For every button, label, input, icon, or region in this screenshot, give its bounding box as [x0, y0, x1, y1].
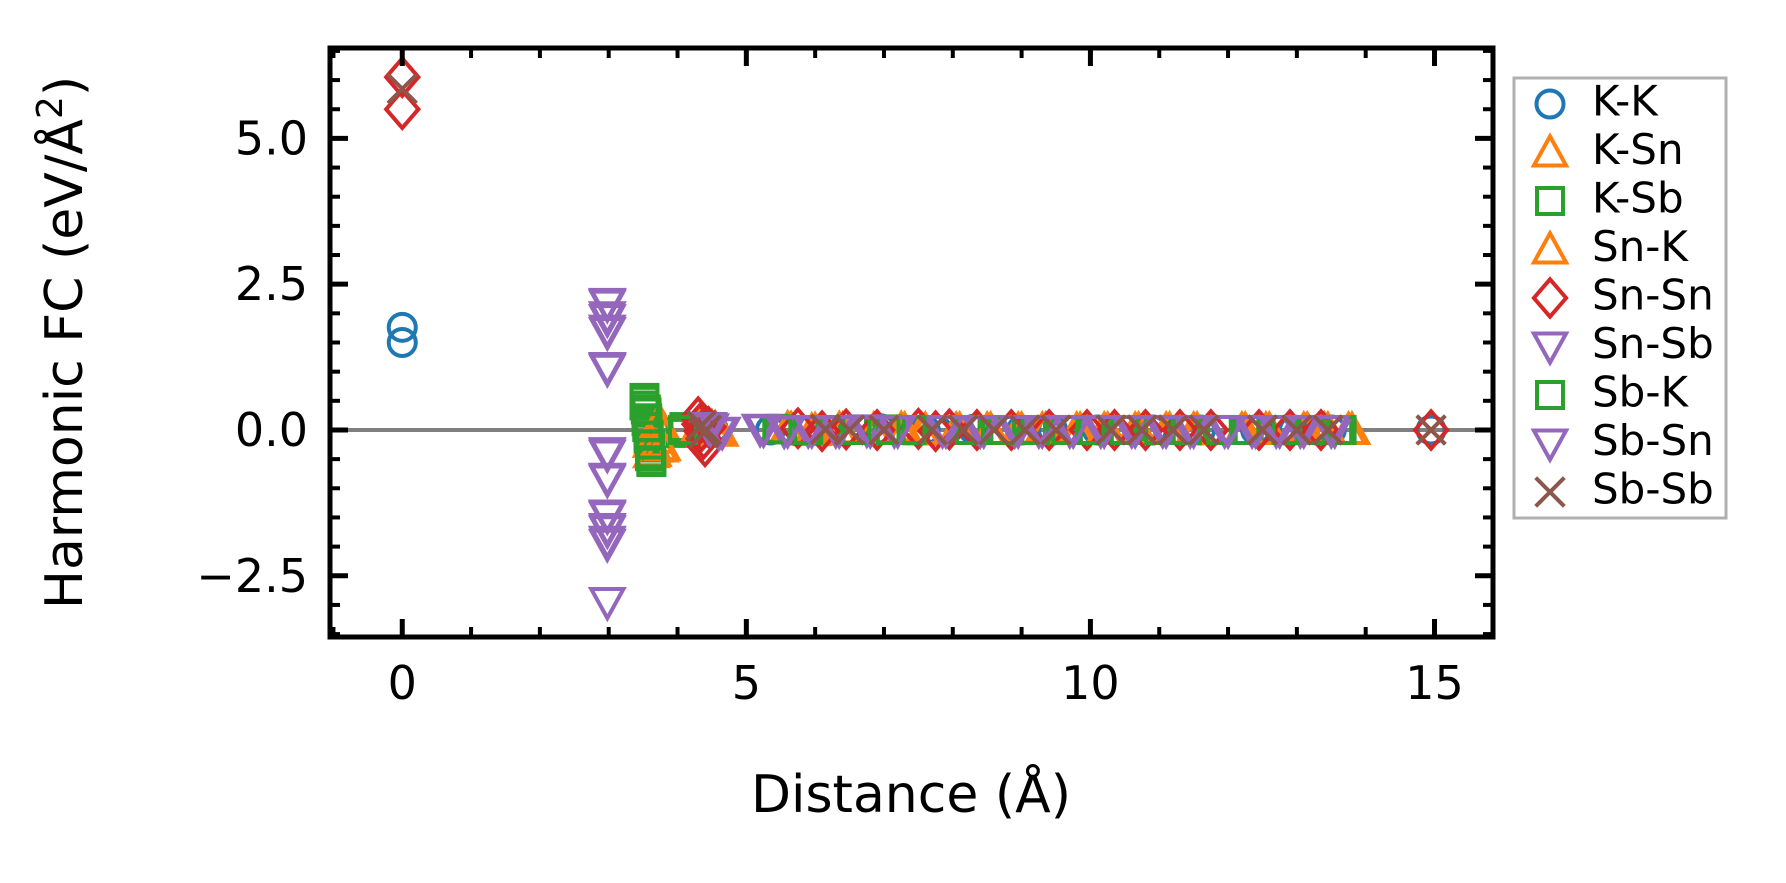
data-point — [1260, 414, 1300, 451]
legend-entry-label: K-Sb — [1592, 174, 1684, 223]
data-point — [978, 414, 1010, 446]
y-tick-label: 2.5 — [235, 257, 308, 311]
series-sb-sb[interactable] — [386, 73, 1447, 449]
y-tick-label: 5.0 — [235, 111, 308, 165]
y-axis-title: Harmonic FC (eV/Å2) — [30, 76, 96, 609]
legend-entry-k-sn[interactable]: K-Sn — [1530, 125, 1684, 174]
legend-entry-k-sb[interactable]: K-Sb — [1535, 174, 1684, 223]
legend-marker-square-icon — [1535, 380, 1565, 410]
legend-entry-sb-k[interactable]: Sb-K — [1535, 368, 1689, 417]
x-tick-label: 10 — [1061, 656, 1120, 710]
axes-frame — [327, 45, 1496, 640]
legend-marker-triangle-down-icon — [1530, 331, 1570, 367]
x-axis-title: Distance (Å) — [751, 763, 1071, 825]
legend-marker-x-icon — [1534, 476, 1566, 508]
data-point — [1126, 414, 1158, 446]
data-point — [636, 445, 667, 476]
x-tick-label: 5 — [732, 656, 761, 710]
data-point — [1312, 414, 1344, 446]
legend-marker-triangle-up-icon — [1530, 132, 1570, 168]
legend-marker-circle-icon — [1534, 88, 1566, 120]
legend-entry-label: Sn-Sb — [1592, 319, 1714, 368]
data-point — [833, 414, 866, 446]
data-point — [383, 87, 422, 132]
legend-marker-triangle-down-icon — [1530, 428, 1570, 464]
legend-marker-diamond-icon — [1531, 276, 1569, 320]
data-point — [1188, 414, 1220, 446]
legend-entry-sb-sb[interactable]: Sb-Sb — [1534, 465, 1714, 514]
legend-entry-sn-k[interactable]: Sn-K — [1530, 222, 1690, 271]
data-point — [587, 439, 627, 475]
data-point — [809, 413, 842, 446]
legend-entry-label: Sb-Sb — [1592, 465, 1714, 514]
data-point — [386, 73, 418, 105]
y-tick-label: 0.0 — [235, 403, 308, 457]
data-point — [744, 414, 784, 450]
data-point — [587, 353, 627, 389]
legend-entry-sb-sn[interactable]: Sb-Sn — [1530, 416, 1714, 465]
data-point — [1157, 414, 1189, 446]
data-point — [587, 525, 627, 562]
data-point — [1246, 414, 1279, 446]
data-point — [690, 414, 723, 446]
axes-spine-rect — [327, 45, 1496, 640]
legend-marker-triangle-up-icon — [1530, 229, 1570, 265]
series-sb-sn[interactable] — [587, 289, 1351, 562]
data-point — [383, 55, 422, 99]
data-point — [1311, 414, 1351, 451]
data-point — [386, 311, 418, 343]
data-point — [1208, 414, 1248, 451]
data-point — [779, 406, 817, 451]
data-point — [386, 326, 418, 359]
data-point — [587, 587, 627, 623]
legend-entry-sn-sn[interactable]: Sn-Sn — [1531, 271, 1714, 320]
data-point — [868, 414, 900, 446]
legend-entry-label: Sb-K — [1592, 368, 1689, 417]
data-point — [1009, 414, 1041, 446]
legend-entry-label: Sb-Sn — [1592, 416, 1714, 465]
y-axis-tick-labels: 5.0 2.5 0.0 −2.5 — [196, 111, 308, 602]
data-point — [702, 416, 742, 452]
y-axis-title-text: Harmonic FC (eV/Å2) — [30, 76, 96, 609]
data-point — [1281, 414, 1313, 446]
y-tick-label: −2.5 — [196, 549, 308, 603]
data-points-layer[interactable] — [383, 55, 1450, 623]
data-point — [768, 414, 808, 451]
legend-entry-label: Sn-Sn — [1592, 271, 1714, 320]
series-sn-sn[interactable] — [383, 55, 1450, 469]
x-axis-ticks — [331, 48, 1438, 637]
data-point — [916, 414, 948, 446]
x-tick-label: 15 — [1405, 656, 1464, 710]
y-axis-ticks — [330, 48, 1493, 637]
legend-frame — [1512, 76, 1728, 520]
data-point — [947, 414, 979, 446]
data-point — [1415, 414, 1447, 446]
data-point — [1412, 408, 1450, 452]
legend-entry-sn-sb[interactable]: Sn-Sb — [1530, 319, 1714, 368]
legend-entry-label: K-Sn — [1592, 125, 1684, 174]
data-point — [587, 464, 627, 500]
data-point — [1040, 414, 1072, 446]
legend-entry-label: Sn-K — [1592, 222, 1689, 271]
data-point — [1095, 414, 1127, 446]
legend-entry-k-k[interactable]: K-K — [1534, 77, 1659, 126]
x-axis-tick-labels: 0 5 10 15 — [388, 656, 1464, 710]
data-point — [587, 317, 627, 353]
legend-entry-label: K-K — [1592, 77, 1659, 126]
x-tick-label: 0 — [388, 656, 417, 710]
data-point — [1053, 414, 1093, 451]
legend-marker-square-icon — [1535, 186, 1565, 216]
